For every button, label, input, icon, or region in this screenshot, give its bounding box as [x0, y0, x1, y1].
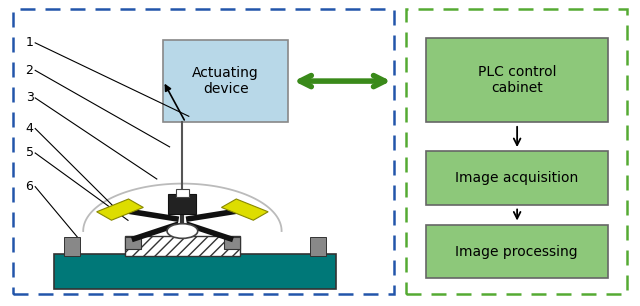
- Bar: [54, 254, 336, 289]
- Text: 2: 2: [26, 64, 33, 77]
- Bar: [163, 40, 288, 122]
- Text: Actuating
device: Actuating device: [192, 66, 259, 96]
- Text: 4: 4: [26, 122, 33, 135]
- Bar: [125, 236, 240, 256]
- Bar: [224, 237, 240, 249]
- Bar: [125, 237, 141, 249]
- Text: Image acquisition: Image acquisition: [455, 171, 579, 185]
- Polygon shape: [97, 199, 143, 220]
- Bar: [426, 225, 608, 278]
- Bar: [13, 9, 394, 294]
- Bar: [426, 151, 608, 205]
- Polygon shape: [221, 199, 268, 220]
- Bar: [426, 38, 608, 122]
- Text: Image processing: Image processing: [456, 245, 578, 259]
- Text: 1: 1: [26, 36, 33, 49]
- Bar: [64, 237, 80, 256]
- Bar: [310, 237, 326, 256]
- Text: 3: 3: [26, 91, 33, 104]
- Bar: [176, 189, 189, 197]
- Text: 6: 6: [26, 180, 33, 193]
- Bar: [406, 9, 627, 294]
- Text: 5: 5: [26, 147, 34, 159]
- Text: PLC control
cabinet: PLC control cabinet: [477, 65, 556, 95]
- Circle shape: [167, 224, 198, 238]
- Bar: [168, 194, 196, 214]
